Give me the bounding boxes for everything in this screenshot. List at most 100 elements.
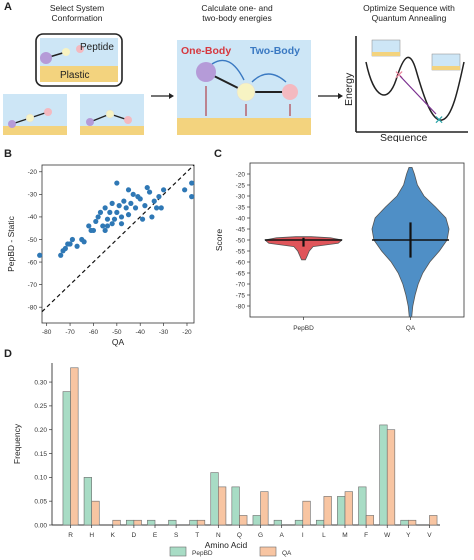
y-tick-label: -45	[236, 226, 246, 233]
x-tick-label: A	[279, 532, 284, 539]
y-tick-label: -50	[28, 237, 38, 244]
bar-pepbd-A	[273, 519, 282, 526]
scatter-point	[102, 205, 108, 211]
two-body-residue-icon	[282, 84, 298, 100]
bar-pepbd-L	[315, 519, 325, 526]
legend-label-qa: QA	[282, 550, 292, 557]
bar-qa-K	[112, 519, 121, 526]
two-body-label: Two-Body	[250, 45, 300, 57]
local-minimum-x-icon: ✕	[394, 68, 404, 82]
bar-pepbd-Q	[231, 486, 240, 526]
scatter-point	[123, 205, 129, 211]
plastic-label: Plastic	[60, 70, 89, 81]
x-tick-label: W	[384, 532, 391, 539]
scatter-point	[102, 227, 108, 234]
bar-qa-Y	[408, 519, 417, 526]
scatter-point	[189, 180, 195, 186]
x-tick-label: -30	[159, 329, 169, 336]
bar-qa-M	[344, 491, 353, 526]
y-tick-label: -55	[236, 248, 246, 255]
step3-title: Optimize Sequence with Quantum Annealing	[363, 3, 455, 23]
scatter-point	[90, 227, 97, 234]
violin-chart: -80 -75 -70 -65 -60 -55 -50 -45 -40 -35 -30 -25 -20 S…	[214, 162, 465, 332]
bar-qa-H	[91, 500, 100, 526]
x-tick-label: Q	[237, 532, 242, 539]
scatter-point	[104, 223, 111, 229]
x-tick-label: H	[89, 532, 94, 539]
energy-axis-label: Energy	[343, 72, 355, 106]
scatter-point	[144, 184, 150, 191]
bar-pepbd-H	[83, 477, 92, 526]
scatter-point	[132, 205, 139, 211]
y-tick-label: -25	[236, 182, 246, 189]
y-tick-label: 0.05	[34, 498, 47, 505]
bar-qa-D	[133, 519, 142, 526]
y-tick-label: -70	[236, 281, 246, 288]
y-axis-label: Frequency	[12, 423, 22, 464]
step1-title: Select System Conformation	[49, 3, 105, 23]
scatter-plot-frame	[41, 164, 195, 324]
panel-a-letter: A	[4, 1, 12, 13]
scatter-point	[62, 245, 68, 252]
x-tick-label: -70	[65, 329, 75, 336]
y-tick-label: -80	[28, 305, 38, 312]
panel-c-letter: C	[214, 148, 222, 160]
scatter-point	[104, 216, 111, 222]
legend-box: Peptide Plastic	[35, 33, 123, 87]
center-residue-icon	[236, 82, 256, 102]
sequence-axis-label: Sequence	[380, 132, 427, 142]
scatter-point	[137, 196, 143, 202]
scatter-point	[109, 200, 115, 206]
residue-yellow-icon	[62, 48, 70, 56]
residue-purple-icon	[40, 52, 52, 64]
scatter-point	[125, 187, 132, 193]
legend: PepBD QA	[169, 546, 292, 557]
x-tick-label: S	[174, 532, 179, 539]
bar-qa-N	[218, 486, 227, 526]
x-tick-label: -50	[112, 329, 122, 336]
scatter-point	[118, 214, 125, 220]
y-tick-label: -30	[28, 192, 38, 199]
scatter-point	[121, 198, 127, 204]
flow-arrow-2	[318, 93, 343, 99]
conformation-1	[3, 94, 67, 135]
x-tick-label: L	[322, 532, 326, 539]
conformation-2	[80, 94, 144, 135]
one-body-label: One-Body	[181, 45, 231, 57]
x-axis-label: Amino Acid	[205, 540, 248, 550]
x-axis-label: QA	[112, 337, 125, 347]
bar-pepbd-I	[294, 519, 304, 526]
violin-pepbd	[264, 236, 343, 261]
identity-line	[41, 164, 195, 313]
y-tick-label: 0.10	[34, 475, 47, 482]
y-tick-label: -60	[236, 259, 246, 266]
y-tick-label: 0.20	[34, 427, 47, 434]
scatter-point	[100, 223, 106, 229]
scatter-point	[111, 216, 118, 222]
y-tick-label: -20	[236, 171, 246, 178]
x-tick-label: -40	[136, 329, 146, 336]
x-tick-label: D	[132, 532, 137, 539]
energy-landscape-plot: Energy Sequence ✕ ✕	[343, 36, 468, 142]
x-tick-label: F	[364, 532, 368, 539]
scatter-point	[156, 194, 162, 200]
bar-pepbd-N	[210, 472, 219, 526]
x-tick-label: E	[153, 532, 158, 539]
scatter-point	[58, 252, 64, 258]
scatter-chart: -80 -70 -60 -50 -40 -30 -20 -80 -70 -60 -50 -40 -30 -…	[6, 164, 195, 347]
bar-pepbd-W	[379, 424, 388, 526]
x-tick-label: R	[68, 532, 73, 539]
x-tick-label: M	[342, 532, 347, 539]
y-tick-label: 0.25	[34, 403, 47, 410]
scatter-point	[158, 205, 164, 211]
scatter-point	[125, 212, 132, 218]
scatter-point	[67, 241, 73, 247]
scatter-point	[189, 194, 195, 200]
scatter-point	[97, 209, 104, 215]
x-tick-label: N	[216, 532, 221, 539]
flow-arrow-1	[151, 93, 174, 99]
y-tick-label: -50	[236, 237, 246, 244]
scatter-point	[109, 221, 115, 227]
energy-diagram: One-Body Two-Body	[177, 40, 311, 135]
bar-qa-V	[429, 515, 438, 526]
